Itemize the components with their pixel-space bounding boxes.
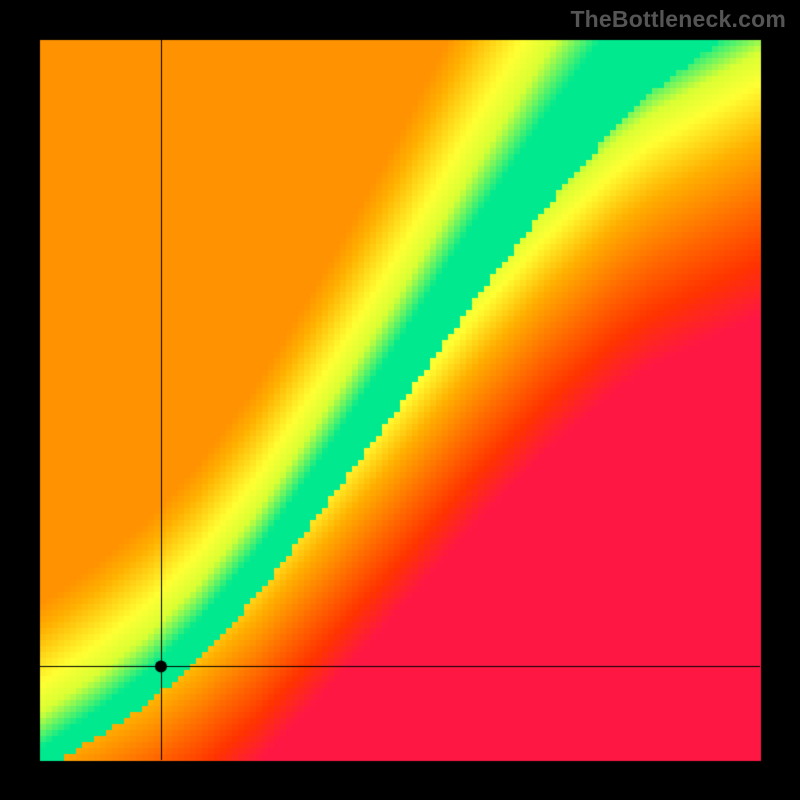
watermark: TheBottleneck.com xyxy=(570,6,786,33)
bottleneck-heatmap xyxy=(0,0,800,800)
chart-container: TheBottleneck.com xyxy=(0,0,800,800)
